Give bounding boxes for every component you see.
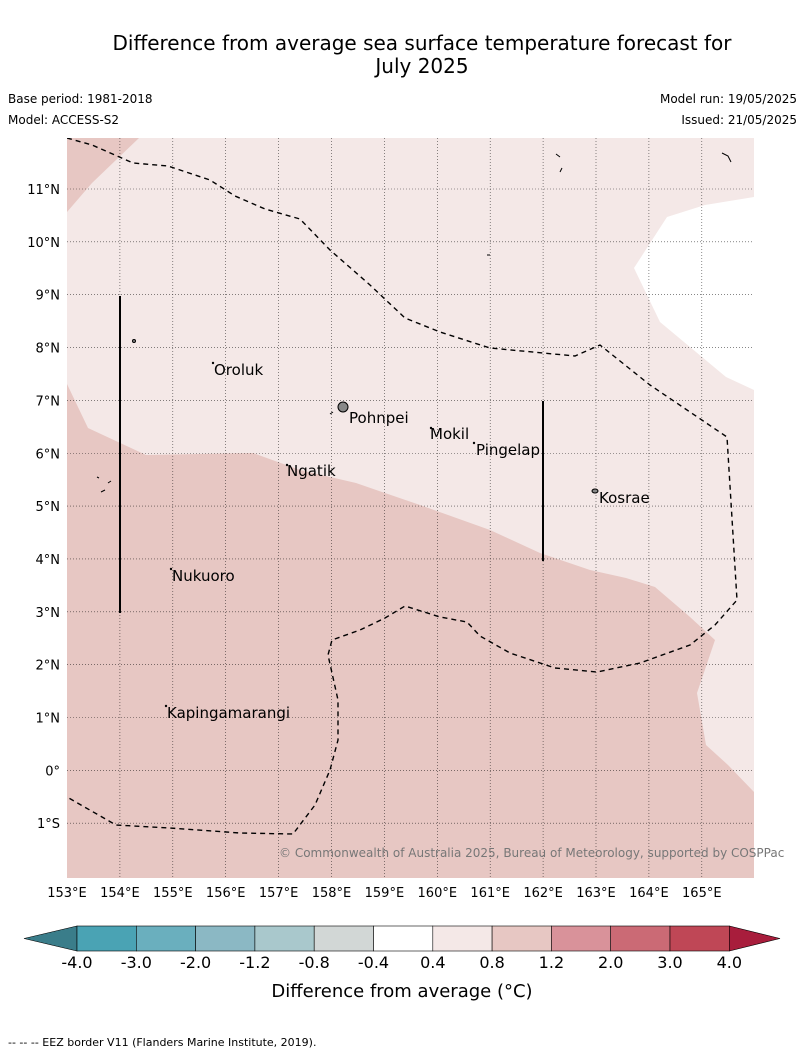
anomaly-region-warm [67,384,754,878]
anomaly-region-neutral [634,197,754,390]
kosrae-island [591,488,599,494]
latitude-label: 7°N [36,394,61,409]
colorbar-tick-label: -1.2 [239,953,270,972]
model-run-label: Model run: 19/05/2025 [659,92,797,106]
place-labels: Oroluk Pohnpei Mokil Pingelap Ngatik Kos… [167,361,650,722]
longitude-label: 153°E [47,886,87,901]
colorbar-extend-high [728,925,781,952]
place-label-pohnpei: Pohnpei [349,409,409,427]
longitude-label: 157°E [259,886,299,901]
colorbar-segment [491,925,552,952]
islands [132,339,599,708]
copyright-notice: © Commonwealth of Australia 2025, Bureau… [279,846,784,860]
latitude-label: 2°N [36,659,61,674]
colorbar-extend-low [23,925,78,952]
colorbar-segment [76,925,137,952]
latitude-label: 11°N [27,183,60,198]
colorbar-segment [669,925,730,952]
colorbar-tick-label: 3.0 [657,953,682,972]
title-line-1: Difference from average sea surface temp… [112,31,732,55]
title-line-2: July 2025 [375,54,469,78]
latitude-label: 8°N [36,342,61,357]
longitude-label: 165°E [682,886,722,901]
colorbar-segment [432,925,493,952]
pingelap-atoll [472,441,476,445]
colorbar-segment [195,925,256,952]
longitude-labels: 153°E 154°E 155°E 156°E 157°E 158°E 159°E 160°E… [47,886,721,901]
mokil-atoll [429,426,433,430]
colorbar-tick-label: 4.0 [717,953,742,972]
colorbar-tick-label: -2.0 [180,953,211,972]
islets [96,152,732,493]
place-label-ngatik: Ngatik [287,462,336,480]
colorbar-segment [313,925,374,952]
colorbar-tick-label: 2.0 [598,953,623,972]
colorbar-title: Difference from average (°C) [271,981,533,1002]
issued-label: Issued: 21/05/2025 [681,113,797,127]
place-label-kosrae: Kosrae [599,489,650,507]
longitude-label: 164°E [629,886,669,901]
colorbar-tick-label: 1.2 [539,953,564,972]
colorbar-tick-labels: -4.0 -3.0 -2.0 -1.2 -0.8 -0.4 0.4 0.8 1.2 2.0 3.0 4… [61,953,742,972]
longitude-label: 159°E [365,886,405,901]
place-label-kapingamarangi: Kapingamarangi [167,704,290,722]
eez-border-line [67,138,738,835]
longitude-label: 154°E [100,886,140,901]
colorbar-tick-label: -4.0 [61,953,92,972]
latitude-label: 9°N [36,289,61,304]
islet-west [96,476,112,493]
nukuoro-atoll [169,567,173,571]
map-title: Difference from average sea surface temp… [40,32,804,78]
longitude-label: 161°E [470,886,510,901]
small-island [132,339,136,343]
colorbar-tick-label: -0.4 [358,953,389,972]
latitude-labels: 11°N 10°N 9°N 8°N 7°N 6°N 5°N 4°N 3°N 2°N 1°N 0° 1°S [27,183,60,832]
base-period-label: Base period: 1981-2018 [8,92,153,106]
islet-north [555,153,563,173]
longitude-label: 163°E [576,886,616,901]
longitude-label: 158°E [312,886,352,901]
latitude-label: 10°N [27,236,60,251]
place-label-nukuoro: Nukuoro [172,567,235,585]
longitude-label: 162°E [523,886,563,901]
latitude-label: 6°N [36,447,61,462]
latitude-label: 5°N [36,500,61,515]
longitude-label: 156°E [206,886,246,901]
colorbar-tick-label: -0.8 [299,953,330,972]
colorbar-segment [136,925,196,952]
eez-footnote: -- -- -- EEZ border V11 (Flanders Marine… [8,1036,317,1049]
model-label: Model: ACCESS-S2 [8,113,120,127]
anomaly-region-warm-corner [67,138,139,212]
place-label-oroluk: Oroluk [214,361,263,379]
colorbar-segment [254,925,315,952]
latitude-label: 0° [45,764,60,779]
kapingamarangi-atoll [164,704,168,708]
colorbar-segment [610,925,671,952]
colorbar [23,925,781,952]
longitude-label: 160°E [418,886,458,901]
place-label-mokil: Mokil [430,425,469,443]
longitude-label: 155°E [153,886,193,901]
colorbar-segment [373,925,434,952]
colorbar-segment [551,925,612,952]
oroluk-atoll [211,361,215,365]
colorbar-tick-label: 0.4 [420,953,445,972]
latitude-label: 1°N [36,712,61,727]
ngatik-atoll [285,463,289,467]
latitude-label: 3°N [36,606,61,621]
pohnpei-island [337,401,349,413]
colorbar-tick-label: 0.8 [479,953,504,972]
colorbar-tick-label: -3.0 [121,953,152,972]
latitude-label: 4°N [36,553,61,568]
islet-pohnpei [329,411,334,415]
latitude-label: 1°S [37,817,60,832]
eez-borders [67,138,738,835]
place-label-pingelap: Pingelap [476,441,540,459]
map-canvas [67,138,754,878]
islet-northeast [721,152,732,163]
